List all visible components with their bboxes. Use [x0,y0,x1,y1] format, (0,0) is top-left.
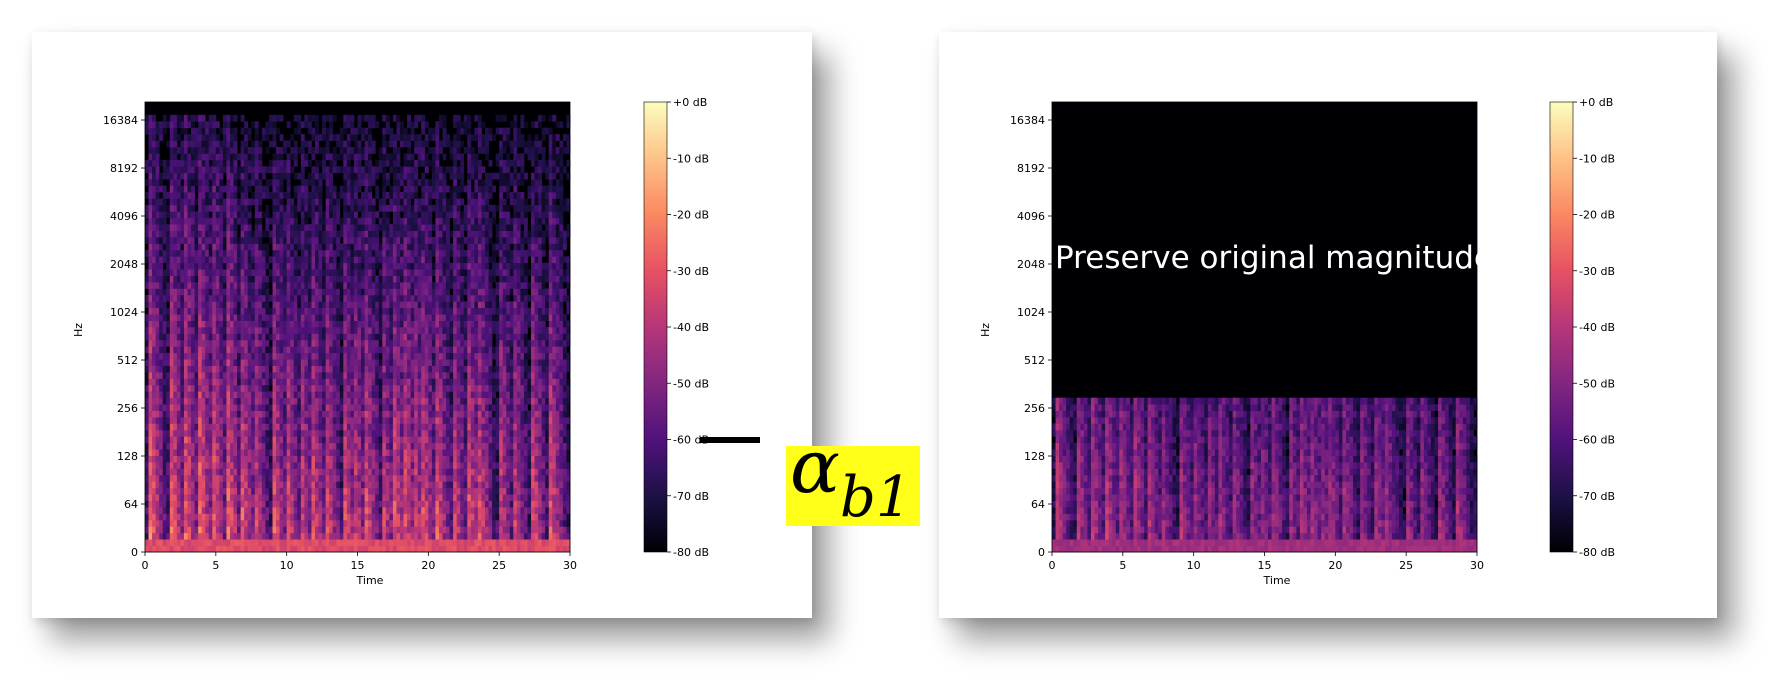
y-tick-label: 8192 [1017,162,1045,175]
colorbar-tick-label: -60 dB [673,434,709,447]
x-tick-label: 30 [1470,559,1484,572]
x-tick-label: 30 [563,559,577,572]
x-axis-title: Time [356,574,384,587]
y-tick-label: 1024 [110,306,138,319]
x-tick-label: 5 [212,559,219,572]
colorbar-tick-label: -10 dB [673,152,709,165]
x-tick-label: 20 [421,559,435,572]
colorbar-tick-label: -50 dB [673,377,709,390]
colorbar-tick-label: +0 dB [1579,96,1613,109]
colorbar-tick-label: -60 dB [1579,434,1615,447]
colorbar-tick-label: -30 dB [1579,265,1615,278]
y-tick-label: 256 [117,402,138,415]
y-tick-label: 2048 [110,258,138,271]
y-tick-label: 2048 [1017,258,1045,271]
x-axis-title: Time [1263,574,1291,587]
y-tick-label: 0 [131,546,138,559]
colorbar-tick-label: -30 dB [673,265,709,278]
colorbar-tick-label: -80 dB [1579,546,1615,559]
colorbar-tick-label: -40 dB [1579,321,1615,334]
y-tick-label: 128 [1024,450,1045,463]
y-tick-label: 512 [1024,354,1045,367]
colorbar-tick-label: -70 dB [1579,490,1615,503]
x-tick-label: 0 [1049,559,1056,572]
spectrogram-plot-area [1051,101,1478,553]
colorbar-tick-label: +0 dB [673,96,707,109]
alpha-highlight [786,446,920,526]
spectrogram-panel-masked: Preserve original magnitude 0 64 128 256 512… [939,32,1717,618]
x-tick-label: 25 [1399,559,1413,572]
colorbar-tick-label: -70 dB [673,490,709,503]
y-tick-label: 512 [117,354,138,367]
y-tick-label: 16384 [103,114,138,127]
colorbar-tick-label: -20 dB [673,209,709,222]
x-tick-label: 15 [1258,559,1272,572]
y-tick-label: 0 [1038,546,1045,559]
spectrogram-plot-area [144,101,571,553]
y-tick-label: 4096 [110,210,138,223]
x-tick-label: 25 [492,559,506,572]
x-tick-label: 20 [1328,559,1342,572]
y-tick-label: 128 [117,450,138,463]
overlay-annotation: Preserve original magnitude [1055,240,1493,276]
spectrogram-panel-original: 0 64 128 256 512 1024 2048 4096 8192 16384 0 5 10 15… [32,32,812,618]
y-axis-title: Hz [72,323,85,337]
colorbar-tick-label: -10 dB [1579,152,1615,165]
x-tick-label: 10 [280,559,294,572]
alpha-subscript: b1 [840,465,912,530]
y-tick-label: 4096 [1017,210,1045,223]
spectrogram-chart-masked: Preserve original magnitude 0 64 128 256 512… [979,96,1615,587]
x-tick-label: 15 [351,559,365,572]
colorbar [643,101,668,553]
y-tick-label: 64 [124,498,138,511]
colorbar-tick-label: -40 dB [673,321,709,334]
colorbar [1549,101,1574,553]
y-tick-label: 64 [1031,498,1045,511]
x-tick-label: 5 [1119,559,1126,572]
colorbar-tick-label: -20 dB [1579,209,1615,222]
x-tick-label: 0 [142,559,149,572]
alpha-symbol: α [790,424,840,510]
y-tick-label: 16384 [1010,114,1045,127]
colorbar-tick-label: -50 dB [1579,377,1615,390]
colorbar-tick-label: -80 dB [673,546,709,559]
y-tick-label: 256 [1024,402,1045,415]
x-tick-label: 10 [1187,559,1201,572]
minus-operator [700,437,760,443]
y-axis-title: Hz [979,323,992,337]
y-tick-label: 1024 [1017,306,1045,319]
spectrogram-chart-original: 0 64 128 256 512 1024 2048 4096 8192 16384 0 5 10 15… [72,96,709,587]
y-tick-label: 8192 [110,162,138,175]
